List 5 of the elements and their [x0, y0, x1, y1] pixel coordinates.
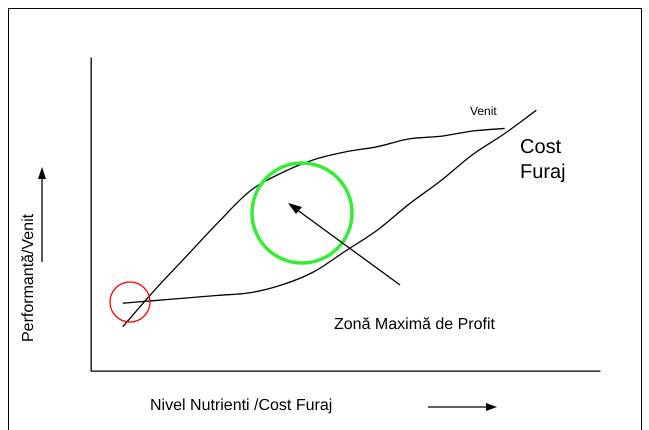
- y-axis-title: Performantă/Venit: [20, 214, 38, 342]
- series-label: Venit: [470, 104, 497, 118]
- x-axis-title: Nivel Nutrienti /Cost Furaj: [150, 397, 332, 415]
- series-label: Cost Furaj: [520, 135, 567, 185]
- annotation: Zonă Maximă de Profit: [334, 316, 495, 334]
